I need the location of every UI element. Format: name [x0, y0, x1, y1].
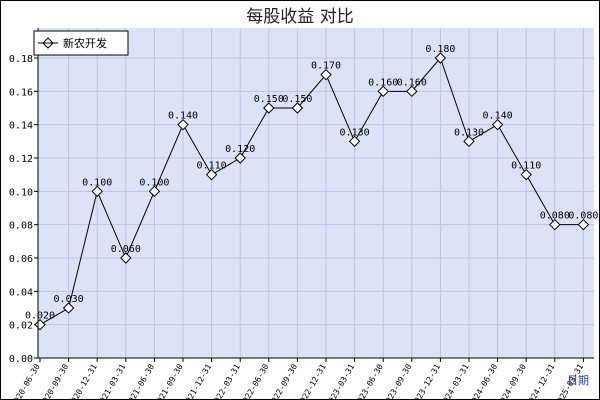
- data-point-marker: [434, 52, 447, 64]
- data-label: 0.130: [340, 127, 370, 138]
- data-label: 0.060: [111, 244, 141, 255]
- legend: 新农开发: [33, 30, 129, 56]
- data-point-marker: [177, 118, 189, 131]
- y-tick-label: 0.04: [9, 287, 33, 298]
- legend-marker-icon: [42, 37, 54, 49]
- data-point-marker: [263, 102, 275, 114]
- data-point-marker: [234, 152, 246, 164]
- data-label: 0.110: [511, 161, 541, 172]
- data-point-marker: [291, 102, 304, 114]
- data-label: 0.140: [483, 111, 513, 122]
- data-point-marker: [377, 85, 389, 98]
- data-label: 0.130: [454, 127, 484, 138]
- data-label: 0.080: [568, 211, 598, 222]
- data-point-marker: [520, 168, 532, 181]
- y-tick-label: 0.00: [9, 354, 33, 365]
- data-point-marker: [205, 168, 218, 181]
- data-label: 0.120: [225, 144, 255, 155]
- y-tick-label: 0.10: [9, 187, 33, 198]
- data-point-marker: [348, 135, 361, 148]
- data-label: 0.180: [425, 44, 455, 55]
- y-tick-label: 0.06: [9, 254, 33, 265]
- data-label: 0.160: [368, 77, 398, 88]
- chart-title: 每股收益 对比: [246, 7, 353, 27]
- y-tick-label: 0.16: [9, 87, 33, 98]
- y-tick-label: 0.12: [9, 154, 33, 165]
- data-label: 0.100: [139, 177, 169, 188]
- data-label: 0.170: [311, 61, 341, 72]
- data-point-marker: [320, 68, 332, 81]
- y-tick-label: 0.14: [9, 121, 33, 132]
- data-point-marker: [491, 118, 504, 131]
- data-label: 0.140: [168, 111, 198, 122]
- x-axis-label: 日期: [567, 374, 589, 387]
- data-label: 0.080: [540, 211, 570, 222]
- plot-area: [38, 28, 594, 358]
- data-label: 0.160: [397, 77, 427, 88]
- data-label: 0.020: [25, 311, 55, 322]
- data-labels: 0.020 0.030 0.100 0.060 0.100 0.140 0.110 0.120…: [25, 44, 599, 322]
- data-label: 0.110: [197, 161, 227, 172]
- data-point-marker: [577, 218, 590, 231]
- data-point-marker: [120, 252, 132, 264]
- data-point-marker: [148, 185, 161, 198]
- legend-label: 新农开发: [63, 36, 107, 50]
- data-label: 0.150: [254, 94, 284, 105]
- series-group: [34, 52, 590, 331]
- data-label: 0.150: [282, 94, 312, 105]
- data-point-marker: [406, 85, 418, 98]
- series-line: [39, 57, 584, 326]
- y-tick-label: 0.08: [9, 221, 33, 232]
- data-label: 0.100: [82, 177, 112, 188]
- data-point-marker: [91, 185, 103, 198]
- y-tick-label: 0.18: [9, 54, 33, 65]
- data-label: 0.030: [54, 294, 84, 305]
- data-point-marker: [549, 218, 561, 231]
- y-tick-label: 0.02: [9, 321, 33, 332]
- data-point-marker: [463, 135, 475, 148]
- y-axis-ticks: 0.00 0.02 0.04 0.06 0.08 0.10 0.12 0.14 0.16 0.18: [9, 54, 38, 365]
- data-point-marker: [62, 302, 75, 314]
